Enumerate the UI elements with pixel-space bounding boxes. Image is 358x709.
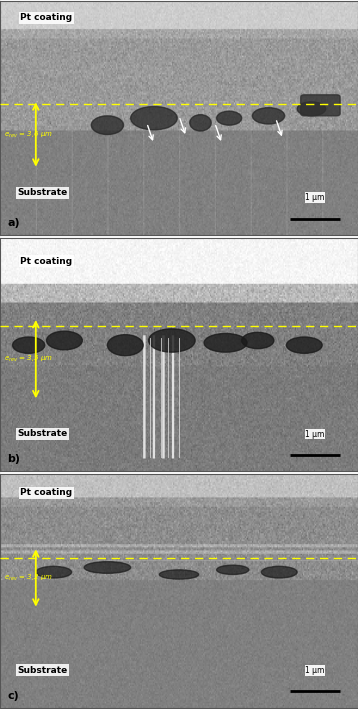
Ellipse shape bbox=[252, 108, 285, 124]
Ellipse shape bbox=[242, 333, 274, 349]
Ellipse shape bbox=[84, 562, 131, 574]
Ellipse shape bbox=[36, 566, 72, 578]
Text: Pt coating: Pt coating bbox=[20, 13, 73, 22]
Ellipse shape bbox=[217, 565, 249, 574]
Ellipse shape bbox=[286, 337, 322, 353]
Text: e$_{rev}$ = 3,5 μm: e$_{rev}$ = 3,5 μm bbox=[4, 354, 53, 364]
FancyBboxPatch shape bbox=[301, 95, 340, 116]
Text: Substrate: Substrate bbox=[18, 189, 68, 197]
Ellipse shape bbox=[297, 102, 326, 116]
Ellipse shape bbox=[131, 106, 177, 130]
Ellipse shape bbox=[91, 116, 124, 135]
Ellipse shape bbox=[204, 333, 247, 352]
Ellipse shape bbox=[159, 570, 199, 579]
Text: e$_{rev}$ = 3,2 μm: e$_{rev}$ = 3,2 μm bbox=[4, 573, 53, 583]
Text: Pt coating: Pt coating bbox=[20, 257, 73, 266]
Ellipse shape bbox=[13, 337, 45, 353]
Ellipse shape bbox=[149, 329, 195, 352]
Text: b): b) bbox=[7, 454, 20, 464]
Ellipse shape bbox=[107, 335, 143, 356]
Text: 1 μm: 1 μm bbox=[305, 666, 325, 675]
Ellipse shape bbox=[217, 111, 242, 125]
Text: Substrate: Substrate bbox=[18, 666, 68, 675]
Text: a): a) bbox=[7, 218, 20, 228]
Text: 1 μm: 1 μm bbox=[305, 194, 325, 202]
Text: c): c) bbox=[7, 691, 19, 700]
Ellipse shape bbox=[261, 566, 297, 578]
Ellipse shape bbox=[190, 115, 211, 131]
Ellipse shape bbox=[47, 331, 82, 350]
Text: Substrate: Substrate bbox=[18, 430, 68, 438]
Text: Pt coating: Pt coating bbox=[20, 489, 73, 497]
Text: e$_{rev}$ = 3,6 μm: e$_{rev}$ = 3,6 μm bbox=[4, 130, 53, 140]
Text: 1 μm: 1 μm bbox=[305, 430, 325, 439]
